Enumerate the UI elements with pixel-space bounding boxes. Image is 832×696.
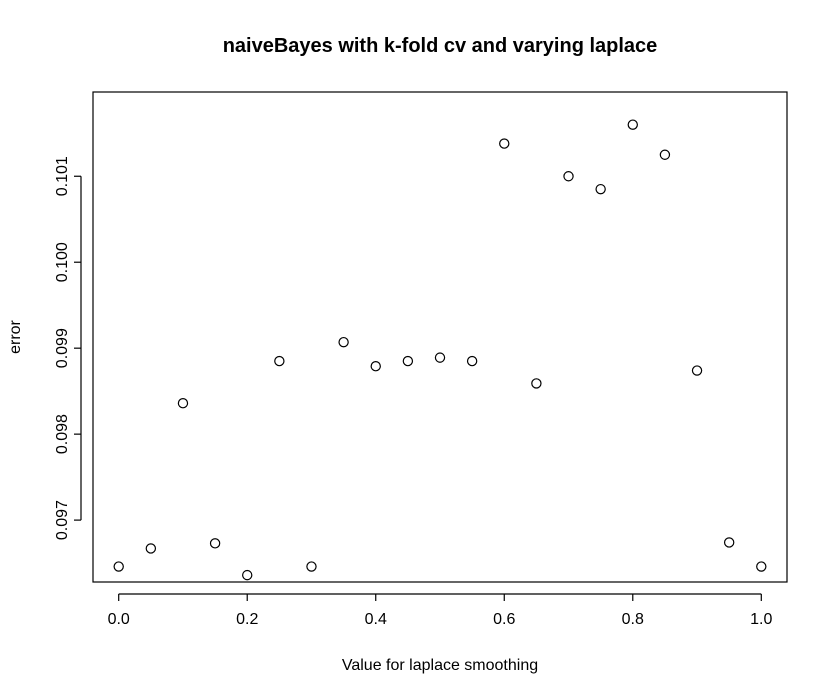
x-tick-label: 1.0 xyxy=(750,611,772,628)
data-points xyxy=(113,119,767,581)
x-tick-label: 0.8 xyxy=(622,611,644,628)
x-tick-label: 0.4 xyxy=(365,611,387,628)
data-point xyxy=(723,537,735,548)
x-tick-label: 0.6 xyxy=(493,611,515,628)
data-point xyxy=(209,538,221,549)
data-point xyxy=(274,355,285,367)
chart-title: naiveBayes with k-fold cv and varying la… xyxy=(223,35,658,57)
data-point xyxy=(531,378,542,389)
data-point xyxy=(434,352,446,363)
y-tick-label: 0.097 xyxy=(54,500,71,540)
data-point xyxy=(177,397,189,409)
x-axis-label: Value for laplace smoothing xyxy=(342,657,538,674)
data-point xyxy=(242,569,253,581)
data-point xyxy=(402,355,414,367)
y-axis-label: error xyxy=(7,319,24,353)
y-tick-label: 0.099 xyxy=(54,328,71,368)
x-tick-label: 0.2 xyxy=(236,611,258,628)
x-tick-label: 0.0 xyxy=(108,611,130,628)
y-tick-label: 0.098 xyxy=(54,414,71,454)
data-point xyxy=(499,138,510,149)
y-tick-label: 0.100 xyxy=(54,242,71,282)
data-point xyxy=(659,149,671,160)
data-point xyxy=(145,543,157,554)
y-tick-label: 0.101 xyxy=(54,156,71,196)
data-point xyxy=(691,365,703,376)
data-point xyxy=(466,355,478,367)
data-point xyxy=(563,171,574,182)
data-point xyxy=(756,561,767,572)
data-point xyxy=(595,183,606,195)
x-axis: 0.0 0.2 0.4 0.6 0.8 1.0 xyxy=(108,593,773,628)
plot-frame xyxy=(92,91,788,583)
data-point xyxy=(370,361,381,372)
data-point xyxy=(338,336,349,348)
data-point xyxy=(113,561,124,572)
data-point xyxy=(306,561,317,572)
data-point xyxy=(627,119,638,130)
y-axis: 0.097 0.098 0.099 0.100 0.101 xyxy=(54,156,82,540)
